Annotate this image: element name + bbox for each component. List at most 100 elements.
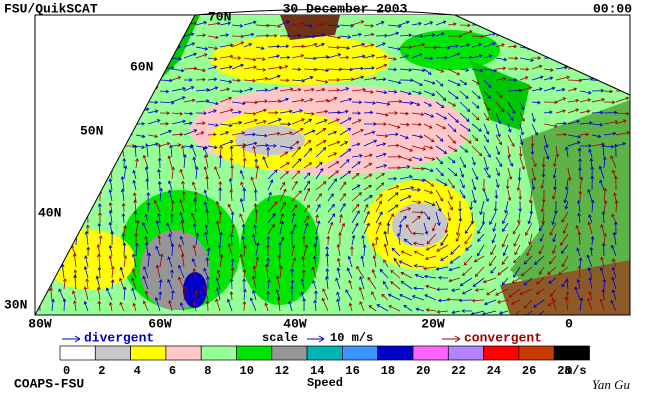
wind-arrow	[303, 180, 310, 191]
wind-arrow	[447, 112, 459, 123]
wind-arrow	[423, 101, 432, 107]
wind-arrow	[108, 244, 113, 257]
wind-arrow	[339, 213, 343, 224]
wind-arrow	[543, 123, 558, 128]
wind-arrow	[601, 288, 606, 301]
wind-arrow	[267, 131, 281, 136]
wind-arrow	[243, 141, 258, 147]
wind-arrow	[315, 33, 326, 37]
wind-arrow	[183, 285, 188, 301]
wind-arrow	[425, 308, 437, 312]
wind-arrow	[131, 253, 137, 268]
wind-arrow	[170, 200, 175, 213]
wind-arrow	[527, 211, 533, 225]
wind-arrow	[291, 212, 296, 224]
wind-arrow	[482, 277, 497, 284]
wind-arrow	[525, 222, 533, 236]
wind-arrow	[264, 263, 269, 279]
wind-arrow	[279, 162, 290, 169]
wind-arrow	[171, 56, 182, 61]
wind-arrow	[242, 268, 247, 279]
wind-arrow	[424, 255, 437, 261]
wind-arrow	[229, 145, 234, 158]
wind-arrow	[142, 221, 149, 235]
wind-arrow	[171, 76, 182, 81]
wind-arrow	[495, 123, 501, 138]
lon-label: 80W	[28, 316, 52, 331]
wind-arrow	[535, 288, 545, 295]
wind-arrow	[230, 164, 235, 180]
wind-arrow	[255, 46, 265, 50]
wind-arrow	[612, 231, 617, 246]
wind-arrow	[119, 301, 125, 312]
wind-arrow	[303, 111, 315, 116]
wind-arrow	[383, 280, 389, 290]
wind-arrow	[602, 156, 607, 169]
wind-arrow	[171, 86, 187, 92]
wind-arrow	[375, 42, 386, 48]
wind-arrow	[73, 300, 77, 312]
wind-arrow	[123, 254, 128, 268]
wind-arrow	[602, 278, 607, 290]
wind-arrow	[250, 176, 257, 191]
wind-arrow	[159, 89, 170, 94]
wind-arrow	[203, 286, 209, 301]
header-left: FSU/QuikSCAT	[4, 1, 98, 16]
colorbar-box	[165, 345, 202, 361]
wind-arrow	[424, 294, 437, 301]
wind-arrow	[195, 111, 207, 116]
colorbar-box	[59, 345, 96, 361]
wind-arrow	[145, 143, 149, 158]
wind-arrow	[603, 199, 608, 213]
wind-arrow	[534, 255, 545, 265]
wind-arrow	[543, 86, 556, 92]
wind-arrow	[516, 178, 521, 192]
wind-arrow	[267, 54, 281, 59]
wind-arrow	[611, 266, 617, 279]
wind-arrow	[218, 187, 223, 202]
wind-arrow	[275, 275, 281, 290]
wind-arrow	[219, 65, 233, 70]
wind-arrow	[146, 191, 151, 202]
wind-arrow	[579, 109, 591, 114]
wind-arrow	[242, 288, 247, 301]
wind-arrow	[494, 189, 499, 199]
wind-arrow	[159, 253, 164, 268]
wind-arrow	[327, 152, 338, 158]
wind-arrow	[363, 32, 375, 37]
wind-arrow	[338, 231, 342, 245]
wind-arrow	[291, 67, 302, 72]
wind-arrow	[423, 33, 436, 38]
wind-arrow	[290, 268, 294, 279]
wind-arrow	[207, 123, 219, 127]
wind-arrow	[108, 178, 113, 191]
wind-arrow	[549, 255, 557, 265]
wind-arrow	[147, 134, 159, 139]
wind-arrow	[240, 181, 245, 191]
wind-arrow	[483, 101, 490, 112]
wind-arrow	[425, 244, 437, 251]
wind-arrow	[473, 255, 485, 263]
wind-arrow	[339, 109, 349, 114]
wind-arrow	[84, 230, 89, 246]
wind-arrow	[363, 203, 369, 213]
wind-arrow	[469, 200, 473, 211]
wind-arrow	[291, 21, 305, 26]
wind-arrow	[588, 148, 593, 158]
wind-arrow	[345, 289, 353, 301]
wind-arrow	[507, 167, 513, 181]
colorbar-box	[271, 345, 308, 361]
wind-arrow	[387, 57, 397, 61]
wind-arrow	[459, 123, 471, 132]
wind-arrow	[303, 67, 318, 72]
wind-arrow	[218, 210, 223, 224]
wind-arrow	[327, 130, 338, 136]
wind-arrow	[471, 54, 483, 59]
wind-arrow	[142, 154, 149, 169]
wind-arrow	[471, 134, 479, 142]
wind-arrow	[531, 75, 544, 81]
wind-arrow	[611, 289, 617, 301]
wind-arrow	[526, 244, 533, 257]
wind-arrow	[239, 198, 245, 213]
wind-arrow	[83, 266, 89, 279]
